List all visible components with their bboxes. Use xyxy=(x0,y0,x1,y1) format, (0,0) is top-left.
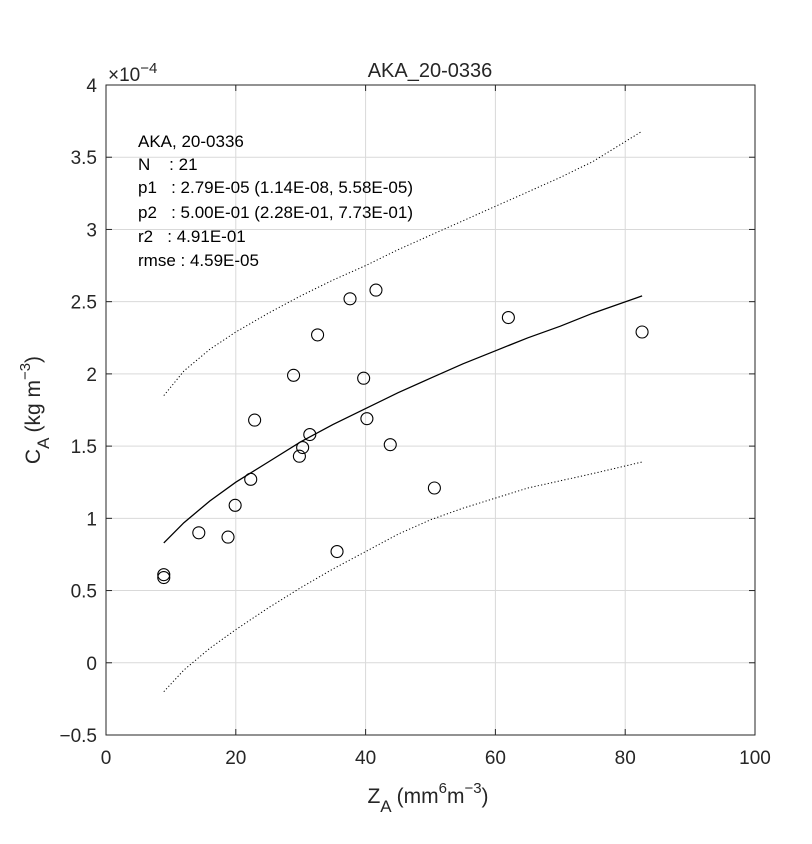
x-tick-label: 20 xyxy=(225,748,246,769)
x-tick-label: 100 xyxy=(739,748,771,769)
data-point xyxy=(303,428,317,442)
data-point xyxy=(635,325,649,339)
y-tick-label: −0.5 xyxy=(59,726,97,747)
x-axis-title-base: Z xyxy=(367,785,380,808)
annotation-line-6: rmse : 4.59E-05 xyxy=(138,251,259,270)
series-layer xyxy=(157,130,649,693)
data-point xyxy=(501,311,515,325)
data-point xyxy=(248,413,262,427)
y-tick-label: 4 xyxy=(86,76,97,97)
x-tick-label: 40 xyxy=(355,748,376,769)
data-point xyxy=(343,292,357,306)
x-axis-title-unit-post: ) xyxy=(482,785,489,808)
y-axis-title-base: C xyxy=(22,449,45,464)
tick-marks xyxy=(105,84,756,736)
annotation-line-4: p2 : 5.00E-01 (2.28E-01, 7.73E-01) xyxy=(138,203,413,222)
data-point xyxy=(221,530,235,544)
x-axis-title-sub: A xyxy=(380,797,392,816)
y-axis-title-sub: A xyxy=(34,437,53,449)
y-tick-label: 0.5 xyxy=(71,582,97,603)
x-axis-title-unit-sup2: −3 xyxy=(464,780,481,797)
x-axis-title-unit-pre: (mm xyxy=(397,785,439,808)
x-tick-label: 0 xyxy=(101,748,112,769)
plot-frame xyxy=(105,84,756,736)
grid-lines xyxy=(105,84,756,736)
y-tick-label: 0 xyxy=(86,654,97,675)
fit-curve xyxy=(163,295,643,544)
y-tick-label: 3 xyxy=(86,220,97,241)
data-point xyxy=(287,368,301,382)
plot-background xyxy=(106,85,755,735)
data-point xyxy=(292,449,306,463)
x-tick-label: 60 xyxy=(485,748,506,769)
y-tick-label: 1 xyxy=(86,509,97,530)
data-point xyxy=(228,498,242,512)
data-point xyxy=(311,328,325,342)
x-axis-title: ZA (mm6m−3) xyxy=(367,780,488,816)
y-tick-label: 3.5 xyxy=(71,148,97,169)
y-tick-label: 2 xyxy=(86,365,97,386)
data-point xyxy=(192,526,206,540)
annotation-line-1: AKA, 20-0336 xyxy=(138,132,244,151)
data-point xyxy=(383,438,397,452)
tick-labels: 0 20 40 60 80 100−0.500.511.522.533.54 xyxy=(59,76,770,769)
data-point xyxy=(360,412,374,426)
annotation-line-2: N : 21 xyxy=(138,155,198,174)
data-point xyxy=(357,371,371,385)
x-axis-title-unit-mid: m xyxy=(447,785,465,808)
annotation-line-5: r2 : 4.91E-01 xyxy=(138,227,246,246)
y-axis-title-unit-sup: −3 xyxy=(17,363,34,380)
data-point xyxy=(157,571,171,585)
data-point xyxy=(157,568,171,582)
annotation-line-3: p1 : 2.79E-05 (1.14E-08, 5.58E-05) xyxy=(138,178,413,197)
x-tick-label: 80 xyxy=(615,748,636,769)
fit-annotation: AKA, 20-0336 N : 21 p1 : 2.79E-05 (1.14E… xyxy=(138,132,413,270)
y-tick-label: 1.5 xyxy=(71,437,97,458)
y-tick-label: 2.5 xyxy=(71,293,97,314)
x-axis-title-unit-sup: 6 xyxy=(439,780,447,797)
y-axis-exponent: ×10−4 xyxy=(108,60,157,86)
y-axis-title: CA (kg m−3) xyxy=(17,356,53,464)
y-exponent-power: −4 xyxy=(140,60,157,77)
data-point xyxy=(427,481,441,495)
data-point xyxy=(369,283,383,297)
lower-confidence-line xyxy=(163,461,643,693)
y-axis-title-unit-pre: (kg m xyxy=(22,380,45,433)
y-exponent-prefix: ×10 xyxy=(108,65,140,86)
data-point xyxy=(330,545,344,559)
chart-title: AKA_20-0336 xyxy=(368,60,493,82)
upper-confidence-line xyxy=(163,130,643,396)
y-axis-title-unit-post: ) xyxy=(22,356,45,363)
data-point xyxy=(296,441,310,455)
